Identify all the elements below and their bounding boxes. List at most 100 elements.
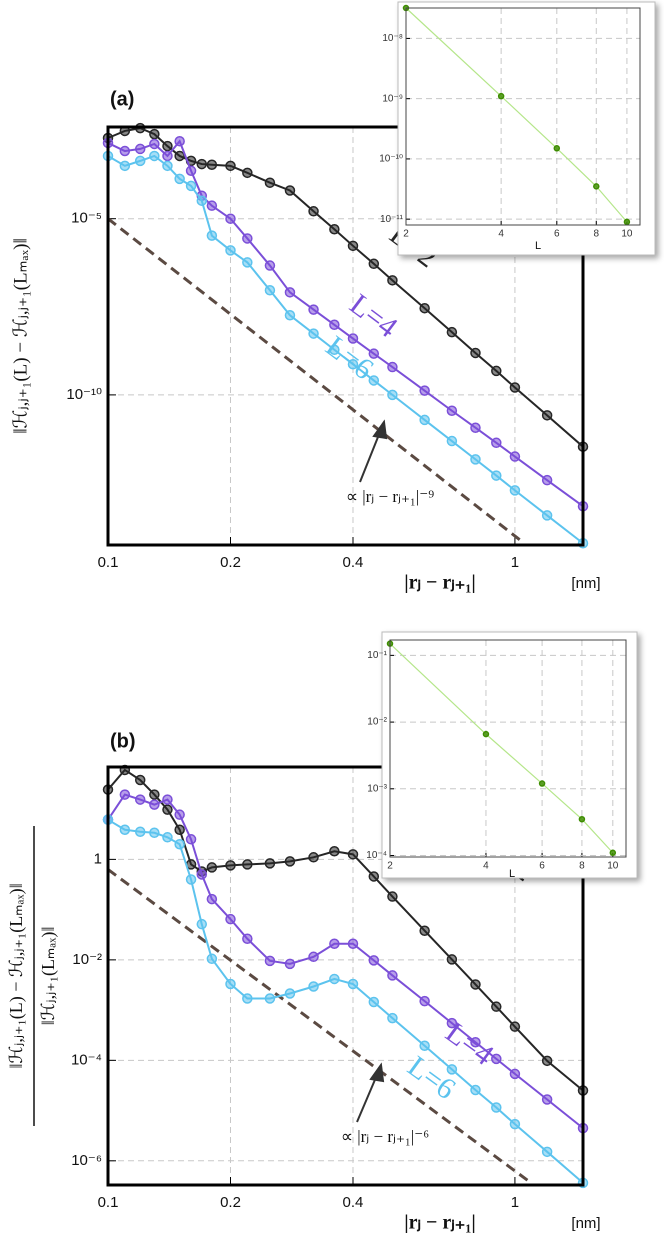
marker <box>284 185 296 196</box>
marker <box>578 815 586 823</box>
marker <box>470 1084 481 1096</box>
marker <box>446 435 458 447</box>
x-tick-label: 8 <box>579 861 585 872</box>
marker <box>174 173 185 185</box>
y-tick-label: 10⁻¹ <box>367 650 387 661</box>
marker <box>623 218 631 226</box>
marker <box>387 361 398 373</box>
marker <box>185 834 197 845</box>
marker <box>541 474 553 486</box>
marker <box>185 180 197 192</box>
marker <box>284 856 296 867</box>
marker <box>174 839 185 850</box>
marker <box>134 155 146 167</box>
arrow-b <box>356 1062 385 1123</box>
marker <box>329 224 340 235</box>
marker <box>541 1094 553 1105</box>
marker <box>419 302 430 314</box>
marker <box>242 993 253 1004</box>
marker <box>162 140 173 152</box>
marker <box>329 938 340 950</box>
x-tick-label: 1 <box>511 1194 519 1211</box>
y-tick-label: 10⁻² <box>72 951 102 968</box>
x-tick-label: 4 <box>498 229 504 240</box>
marker <box>368 375 380 386</box>
x-tick-label: 6 <box>539 861 545 872</box>
x-axis-unit: [nm] <box>571 575 600 592</box>
marker <box>491 1053 502 1065</box>
marker <box>329 973 340 985</box>
x-tick-label: 10 <box>621 229 633 240</box>
marker <box>470 347 481 359</box>
marker <box>541 1055 553 1067</box>
y-tick-label: 10⁻² <box>367 717 387 728</box>
marker <box>225 978 236 990</box>
marker <box>206 159 218 171</box>
marker <box>264 955 276 967</box>
arrow-a <box>359 419 388 483</box>
marker <box>509 1118 521 1130</box>
marker <box>347 978 359 990</box>
marker <box>368 996 380 1008</box>
y-tick-label: 10⁻⁵ <box>71 210 102 227</box>
marker <box>264 858 276 869</box>
y-tick-label: 10⁻¹⁰ <box>379 154 403 165</box>
marker <box>387 389 398 401</box>
marker <box>196 195 208 206</box>
marker <box>419 995 430 1007</box>
marker <box>308 328 319 339</box>
marker <box>347 333 359 344</box>
marker <box>509 382 521 393</box>
marker <box>308 206 319 217</box>
marker <box>347 358 359 370</box>
marker <box>196 869 208 880</box>
marker <box>206 953 218 965</box>
marker <box>264 284 276 296</box>
marker <box>119 145 131 157</box>
marker <box>225 913 236 925</box>
marker <box>284 287 296 298</box>
x-tick-label: 0.4 <box>343 1194 364 1211</box>
x-axis-label: L <box>535 240 541 252</box>
marker <box>308 852 319 863</box>
marker <box>541 1146 553 1158</box>
marker <box>470 422 481 433</box>
marker <box>491 365 502 377</box>
y-tick-label: 1 <box>94 850 102 867</box>
panel-label: (a) <box>110 88 134 110</box>
marker <box>387 1012 398 1024</box>
marker <box>149 150 160 162</box>
marker <box>134 143 146 155</box>
x-tick-label: 4 <box>483 861 489 872</box>
x-tick-label: 2 <box>403 229 409 240</box>
x-axis-label: |rⱼ − rⱼ₊₁| <box>404 1212 476 1234</box>
marker <box>206 200 218 211</box>
marker <box>264 993 276 1004</box>
marker <box>174 150 185 162</box>
marker <box>368 348 380 359</box>
y-axis-label-numerator: ‖ℋⱼ,ⱼ₊₁(L) − ℋⱼ,ⱼ₊₁(Lₘₐₓ)‖ <box>6 883 27 1068</box>
marker <box>470 454 481 465</box>
marker <box>491 1102 502 1113</box>
panel: 2 4 6 8 10 10⁻¹ 10⁻² 10⁻³ 10⁻⁴ L <box>366 631 638 880</box>
marker <box>162 794 173 805</box>
x-tick-label: 1 <box>511 554 519 571</box>
marker <box>196 158 208 170</box>
marker <box>368 258 380 270</box>
marker <box>185 165 197 177</box>
x-tick-label: 0.1 <box>98 1194 119 1211</box>
y-tick-label: 10⁻¹¹ <box>380 214 404 225</box>
marker <box>347 849 359 860</box>
marker <box>225 160 236 172</box>
x-tick-label: 0.4 <box>343 554 364 571</box>
marker <box>509 1068 521 1080</box>
y-tick-label: 10⁻⁸ <box>382 33 403 44</box>
marker <box>162 832 173 843</box>
marker <box>134 774 146 786</box>
marker <box>368 955 380 966</box>
x-tick-label: 8 <box>594 229 600 240</box>
y-axis-label-denominator: ‖ℋⱼ,ⱼ₊₁(Lₘₐₓ)‖ <box>38 927 59 1026</box>
marker <box>509 1021 521 1032</box>
y-tick-label: 10⁻⁴ <box>71 1051 102 1068</box>
